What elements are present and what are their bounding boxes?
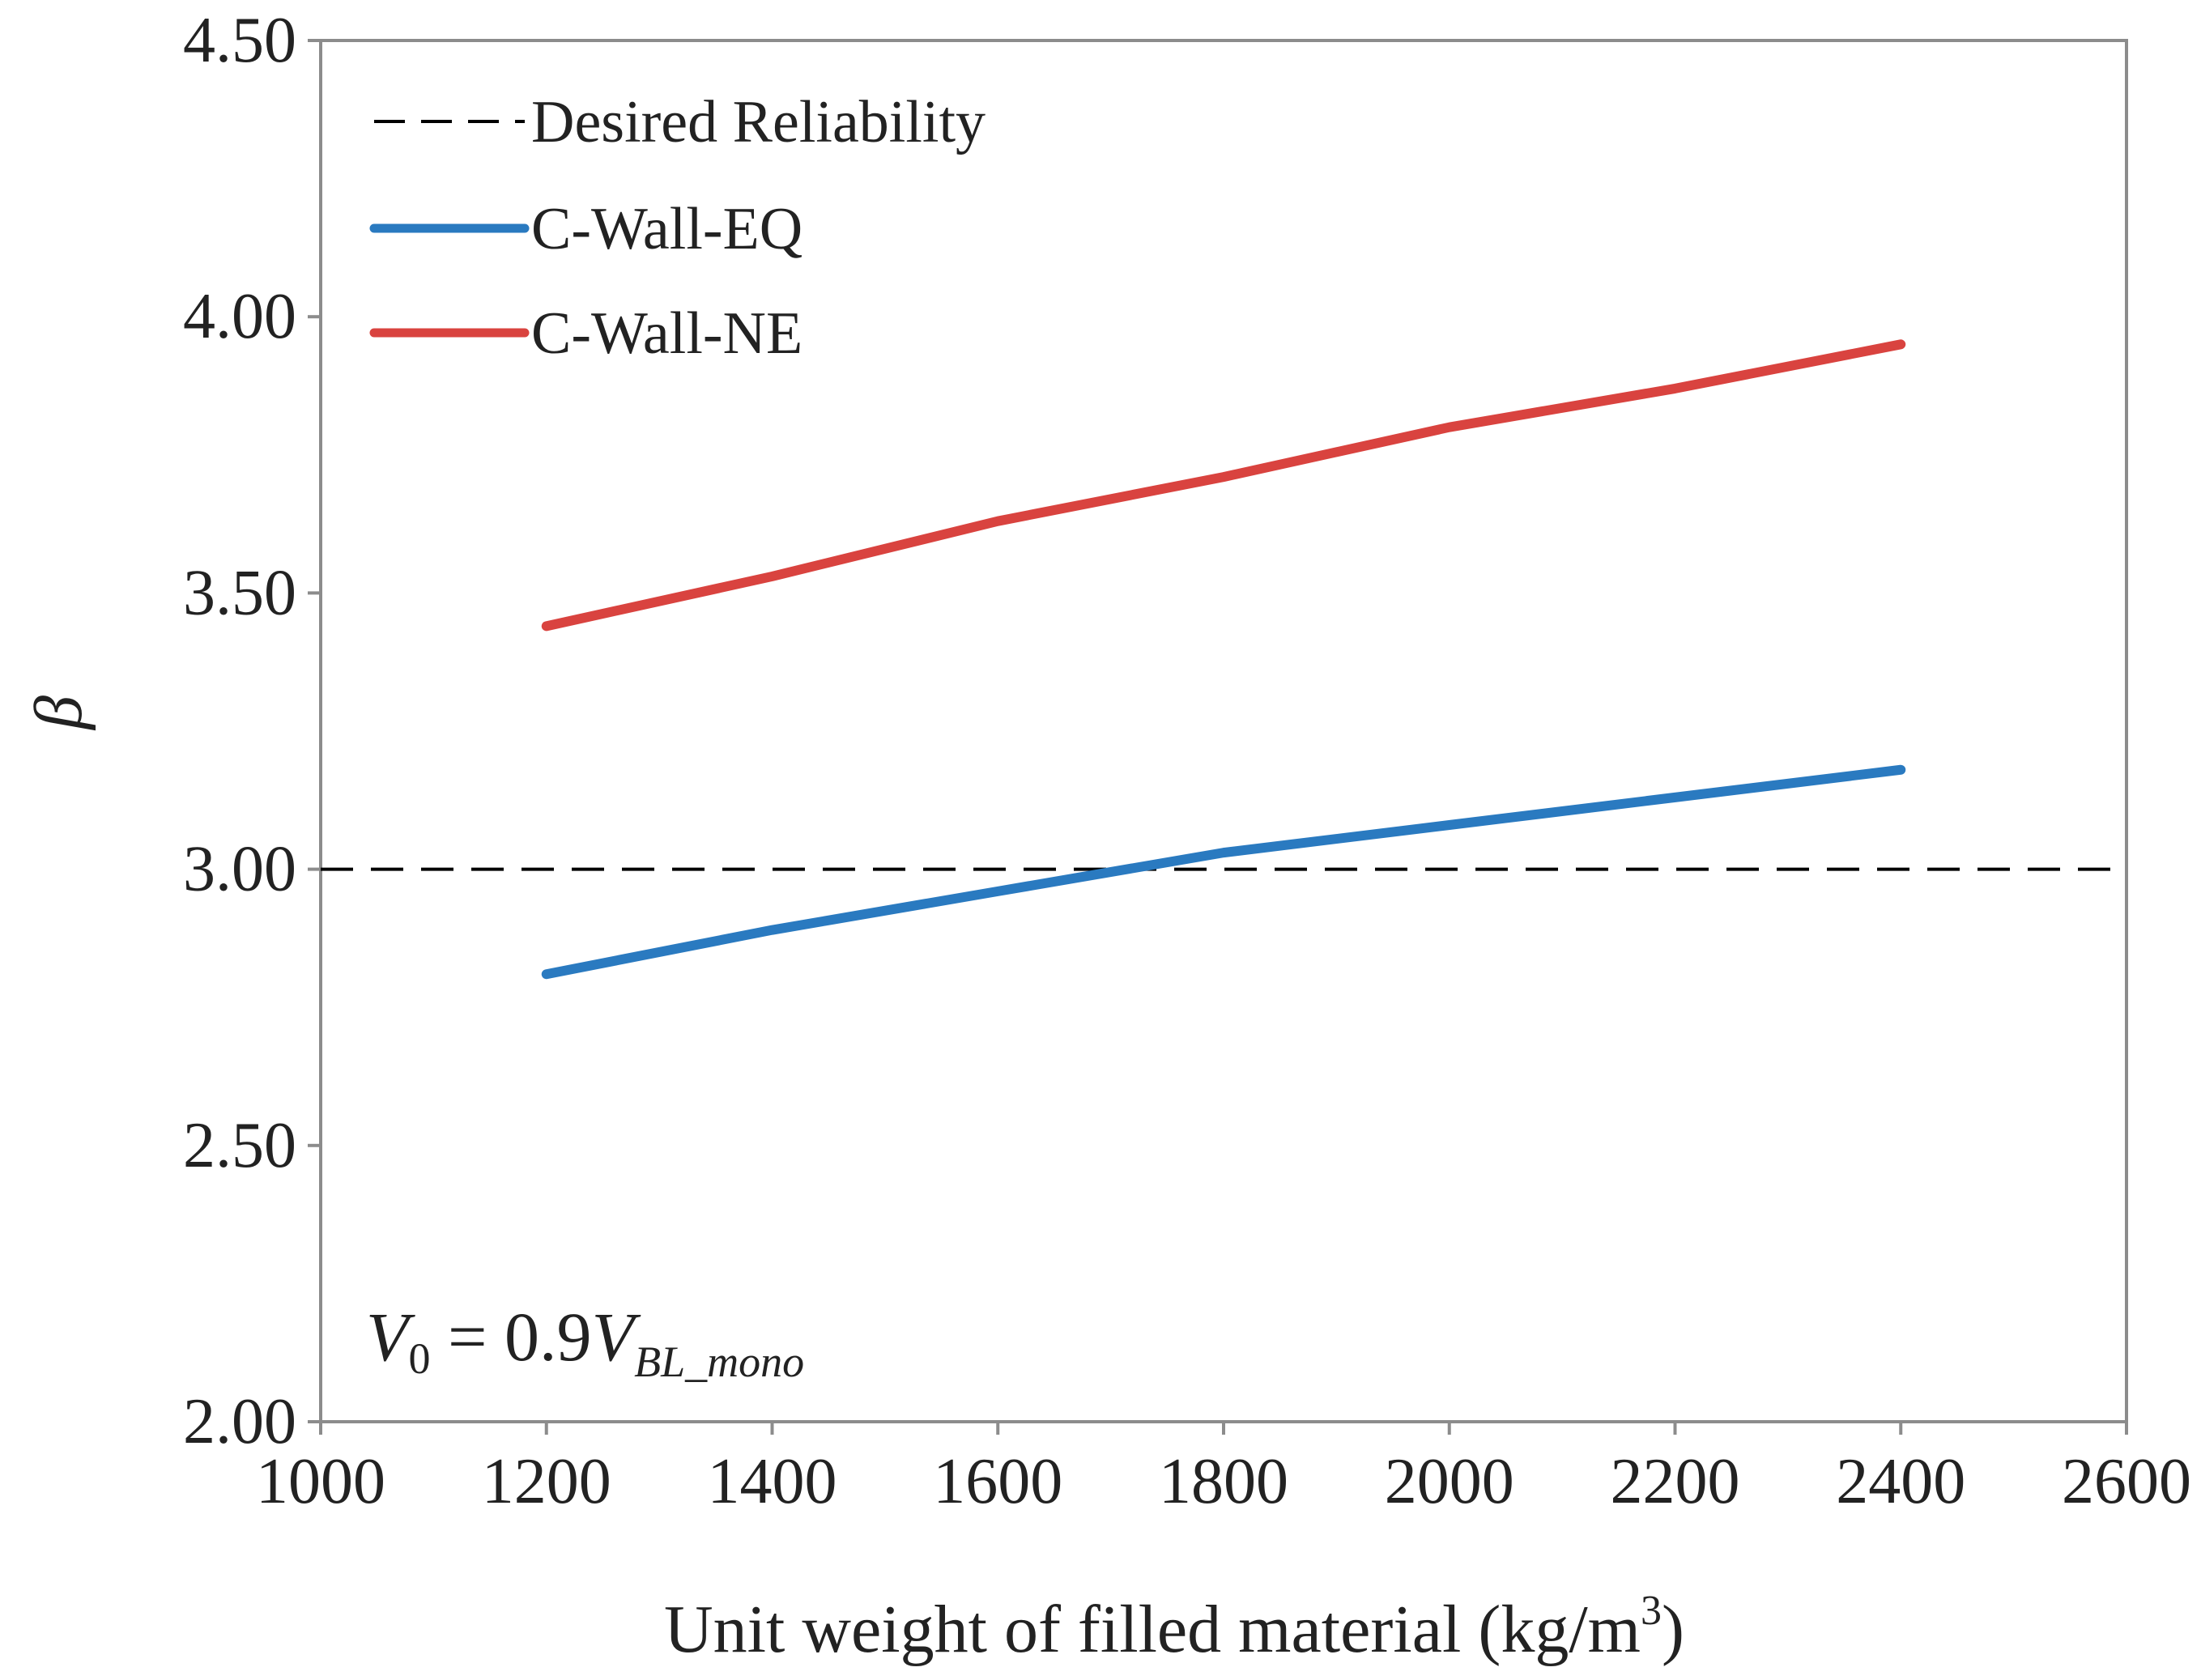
annotation-equals: = 0.9 [431, 1298, 592, 1376]
legend-label-desired-reliability: Desired Reliability [531, 89, 986, 155]
x-axis-title: Unit weight of filled material (kg/m3) [664, 1588, 1684, 1667]
y-axis-title: β [21, 695, 96, 731]
y-tick-label: 4.50 [183, 5, 296, 76]
x-tick-label: 1800 [1159, 1446, 1288, 1517]
y-tick-label: 3.00 [183, 834, 296, 905]
x-axis-title-main: Unit weight of filled material (kg/m [664, 1592, 1641, 1667]
x-tick-label: 1400 [708, 1446, 837, 1517]
series-line-c-wall-eq [541, 764, 1906, 980]
x-tick-label: 2600 [2062, 1446, 2191, 1517]
series-line-c-wall-ne [541, 339, 1906, 632]
annotation-v-bl: V [592, 1298, 641, 1376]
x-tick-label: 1600 [933, 1446, 1062, 1517]
y-tick-label: 2.50 [183, 1110, 296, 1181]
x-axis-title-superscript: 3 [1641, 1588, 1662, 1634]
x-axis-title-suffix: ) [1662, 1592, 1684, 1667]
y-tick-label: 4.00 [183, 281, 296, 352]
x-tick-label: 1200 [482, 1446, 611, 1517]
x-tick-label: 2400 [1836, 1446, 1965, 1517]
x-tick-label: 2200 [1611, 1446, 1740, 1517]
annotation-sub-bl-mono: BL_mono [634, 1338, 804, 1386]
x-tick-label: 2000 [1385, 1446, 1514, 1517]
legend-label-c-wall-ne: C-Wall-NE [531, 300, 802, 367]
legend-label-c-wall-eq: C-Wall-EQ [531, 196, 802, 262]
annotation-sub-0: 0 [409, 1334, 431, 1383]
y-tick-label: 2.00 [183, 1386, 296, 1457]
y-tick-label: 3.50 [183, 557, 296, 628]
x-axis: 1000 1200 1400 1600 1800 2000 2200 2400 2600 [256, 1422, 2191, 1517]
legend: Desired Reliability C-Wall-EQ C-Wall-NE [369, 89, 986, 367]
x-tick-label: 1000 [256, 1446, 385, 1517]
annotation-formula: V0 = 0.9VBL_mono [366, 1298, 804, 1386]
series-group [541, 339, 1906, 980]
y-axis: 2.00 2.50 3.00 3.50 4.00 4.50 [183, 5, 321, 1457]
annotation-v: V [366, 1298, 415, 1376]
